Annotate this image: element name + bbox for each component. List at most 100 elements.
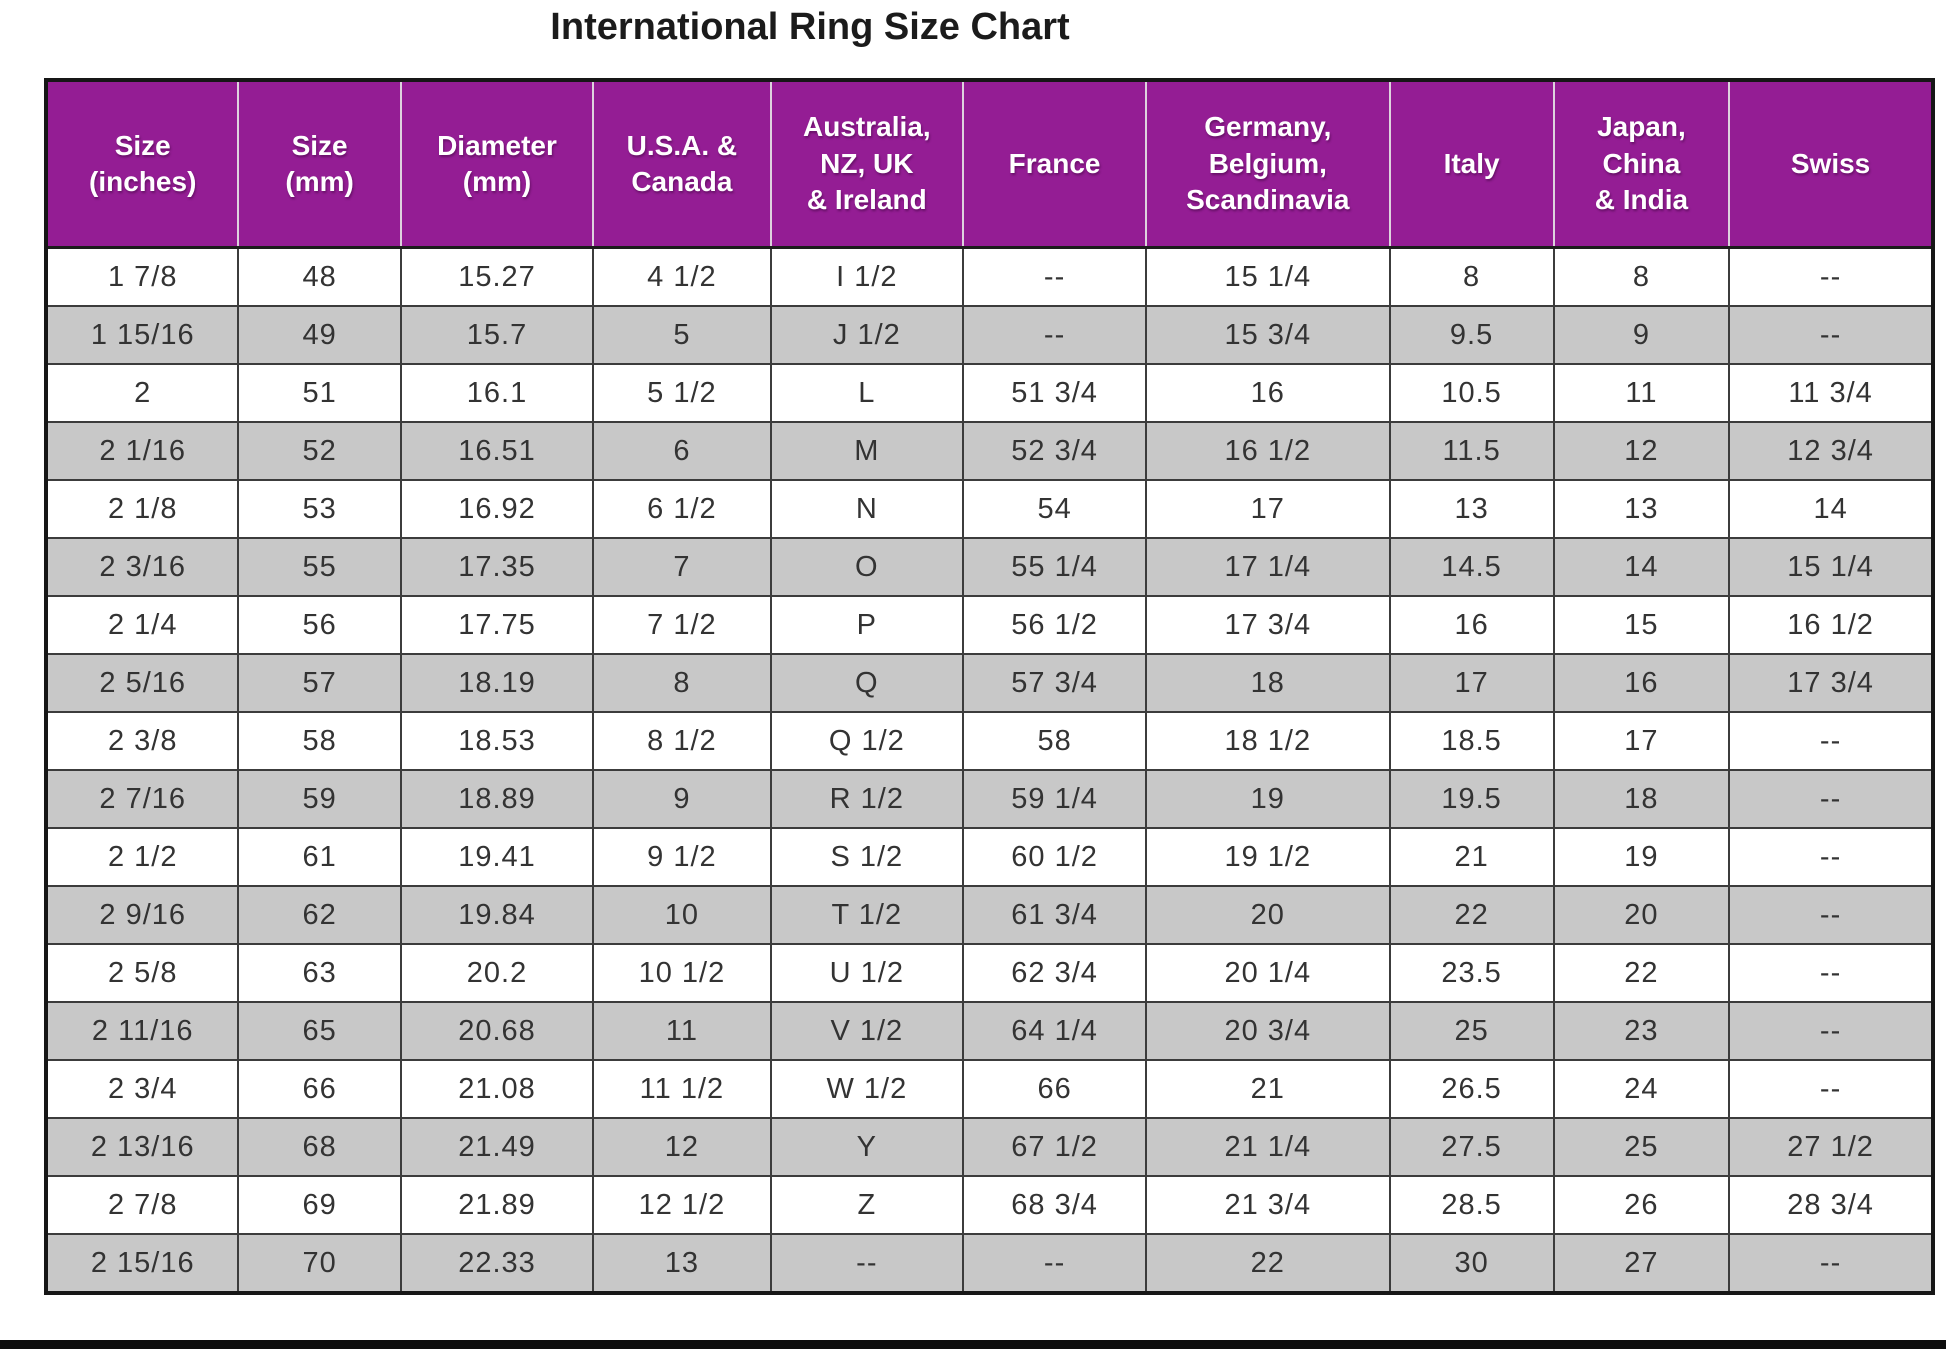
table-cell: 2 1/2 <box>44 827 240 887</box>
table-cell: J 1/2 <box>769 305 965 365</box>
table-cell: 68 3/4 <box>962 1175 1148 1235</box>
table-cell: 56 <box>237 595 402 655</box>
table-cell: 21.08 <box>399 1059 595 1119</box>
table-cell: L <box>769 363 965 423</box>
table-cell: -- <box>1728 246 1934 307</box>
table-cell: I 1/2 <box>769 246 965 307</box>
table-cell: 19.5 <box>1388 769 1555 829</box>
table-cell: Q 1/2 <box>769 711 965 771</box>
table-cell: W 1/2 <box>769 1059 965 1119</box>
table-cell: -- <box>1728 1233 1934 1294</box>
table-cell: 22 <box>1388 885 1555 945</box>
table-cell: U 1/2 <box>769 943 965 1003</box>
table-cell: 55 1/4 <box>962 537 1148 597</box>
table-cell: 11 1/2 <box>592 1059 772 1119</box>
column-header: Swiss <box>1728 80 1934 249</box>
table-cell: 49 <box>237 305 402 365</box>
table-cell: 8 <box>1552 246 1731 307</box>
table-cell: 18 <box>1145 653 1391 713</box>
table-cell: 48 <box>237 246 402 307</box>
table-cell: 61 <box>237 827 402 887</box>
table-cell: 62 3/4 <box>962 943 1148 1003</box>
table-cell: 2 1/4 <box>44 595 240 655</box>
table-cell: 66 <box>237 1059 402 1119</box>
table-cell: 21 3/4 <box>1145 1175 1391 1235</box>
table-cell: 8 <box>592 653 772 713</box>
column-header: Size (mm) <box>237 80 402 249</box>
table-cell: -- <box>962 246 1148 307</box>
table-cell: 2 5/8 <box>44 943 240 1003</box>
table-cell: 12 3/4 <box>1728 421 1934 481</box>
table-cell: 2 5/16 <box>44 653 240 713</box>
table-cell: 51 <box>237 363 402 423</box>
table-cell: 59 1/4 <box>962 769 1148 829</box>
table-cell: Y <box>769 1117 965 1177</box>
table-cell: 2 15/16 <box>44 1233 240 1294</box>
table-cell: 22 <box>1145 1233 1391 1294</box>
table-cell: 52 3/4 <box>962 421 1148 481</box>
table-cell: 16 <box>1145 363 1391 423</box>
table-cell: 1 7/8 <box>44 246 240 307</box>
table-cell: -- <box>769 1233 965 1294</box>
table-cell: 9 <box>592 769 772 829</box>
table-cell: 61 3/4 <box>962 885 1148 945</box>
table-cell: 9 1/2 <box>592 827 772 887</box>
table-cell: 54 <box>962 479 1148 539</box>
table-cell: 16 1/2 <box>1728 595 1934 655</box>
table-cell: 19.84 <box>399 885 595 945</box>
column-header: Germany, Belgium, Scandinavia <box>1145 80 1391 249</box>
table-cell: 58 <box>962 711 1148 771</box>
table-cell: 5 <box>592 305 772 365</box>
table-cell: 2 1/16 <box>44 421 240 481</box>
table-cell: 5 1/2 <box>592 363 772 423</box>
bottom-border-bar <box>0 1340 1946 1349</box>
table-cell: 7 <box>592 537 772 597</box>
table-cell: 6 1/2 <box>592 479 772 539</box>
table-cell: T 1/2 <box>769 885 965 945</box>
table-cell: 62 <box>237 885 402 945</box>
table-cell: 15.7 <box>399 305 595 365</box>
table-row: 2 3/16 55 17.35 7 O 55 1/4 17 1/4 14.5 14 15 1/4 <box>44 537 1934 597</box>
table-cell: 63 <box>237 943 402 1003</box>
table-row: 2 5/8 63 20.2 10 1/2 U 1/2 62 3/4 20 1/4 23.5 22… <box>44 943 1934 1003</box>
table-cell: 16 1/2 <box>1145 421 1391 481</box>
table-cell: R 1/2 <box>769 769 965 829</box>
column-header: U.S.A. & Canada <box>592 80 772 249</box>
table-cell: 8 1/2 <box>592 711 772 771</box>
table-cell: 22 <box>1552 943 1731 1003</box>
table-cell: 27.5 <box>1388 1117 1555 1177</box>
table-cell: 8 <box>1388 246 1555 307</box>
table-cell: 2 7/16 <box>44 769 240 829</box>
table-cell: M <box>769 421 965 481</box>
table-cell: 2 3/16 <box>44 537 240 597</box>
table-cell: 19 <box>1552 827 1731 887</box>
table-cell: P <box>769 595 965 655</box>
table-cell: 18.5 <box>1388 711 1555 771</box>
column-header: Australia, NZ, UK & Ireland <box>769 80 965 249</box>
table-cell: 18 <box>1552 769 1731 829</box>
column-header: Italy <box>1388 80 1555 249</box>
table-cell: 16 <box>1552 653 1731 713</box>
table-cell: -- <box>1728 943 1934 1003</box>
table-cell: 20 <box>1145 885 1391 945</box>
table-cell: 52 <box>237 421 402 481</box>
table-cell: 25 <box>1552 1117 1731 1177</box>
table-cell: -- <box>1728 769 1934 829</box>
table-cell: -- <box>1728 1059 1934 1119</box>
table-cell: 69 <box>237 1175 402 1235</box>
table-cell: -- <box>1728 711 1934 771</box>
table-row: 2 1/16 52 16.51 6 M 52 3/4 16 1/2 11.5 12 12 3/4 <box>44 421 1934 481</box>
table-cell: 21.49 <box>399 1117 595 1177</box>
table-cell: 23.5 <box>1388 943 1555 1003</box>
table-row: 2 7/8 69 21.89 12 1/2 Z 68 3/4 21 3/4 28.5 26 28 … <box>44 1175 1934 1235</box>
table-cell: 6 <box>592 421 772 481</box>
table-cell: 15 1/4 <box>1145 246 1391 307</box>
table-cell: 56 1/2 <box>962 595 1148 655</box>
table-cell: 2 13/16 <box>44 1117 240 1177</box>
table-cell: 68 <box>237 1117 402 1177</box>
table-cell: 10 <box>592 885 772 945</box>
table-cell: 17 <box>1388 653 1555 713</box>
table-cell: 11.5 <box>1388 421 1555 481</box>
table-cell: 20 1/4 <box>1145 943 1391 1003</box>
table-cell: 20.2 <box>399 943 595 1003</box>
